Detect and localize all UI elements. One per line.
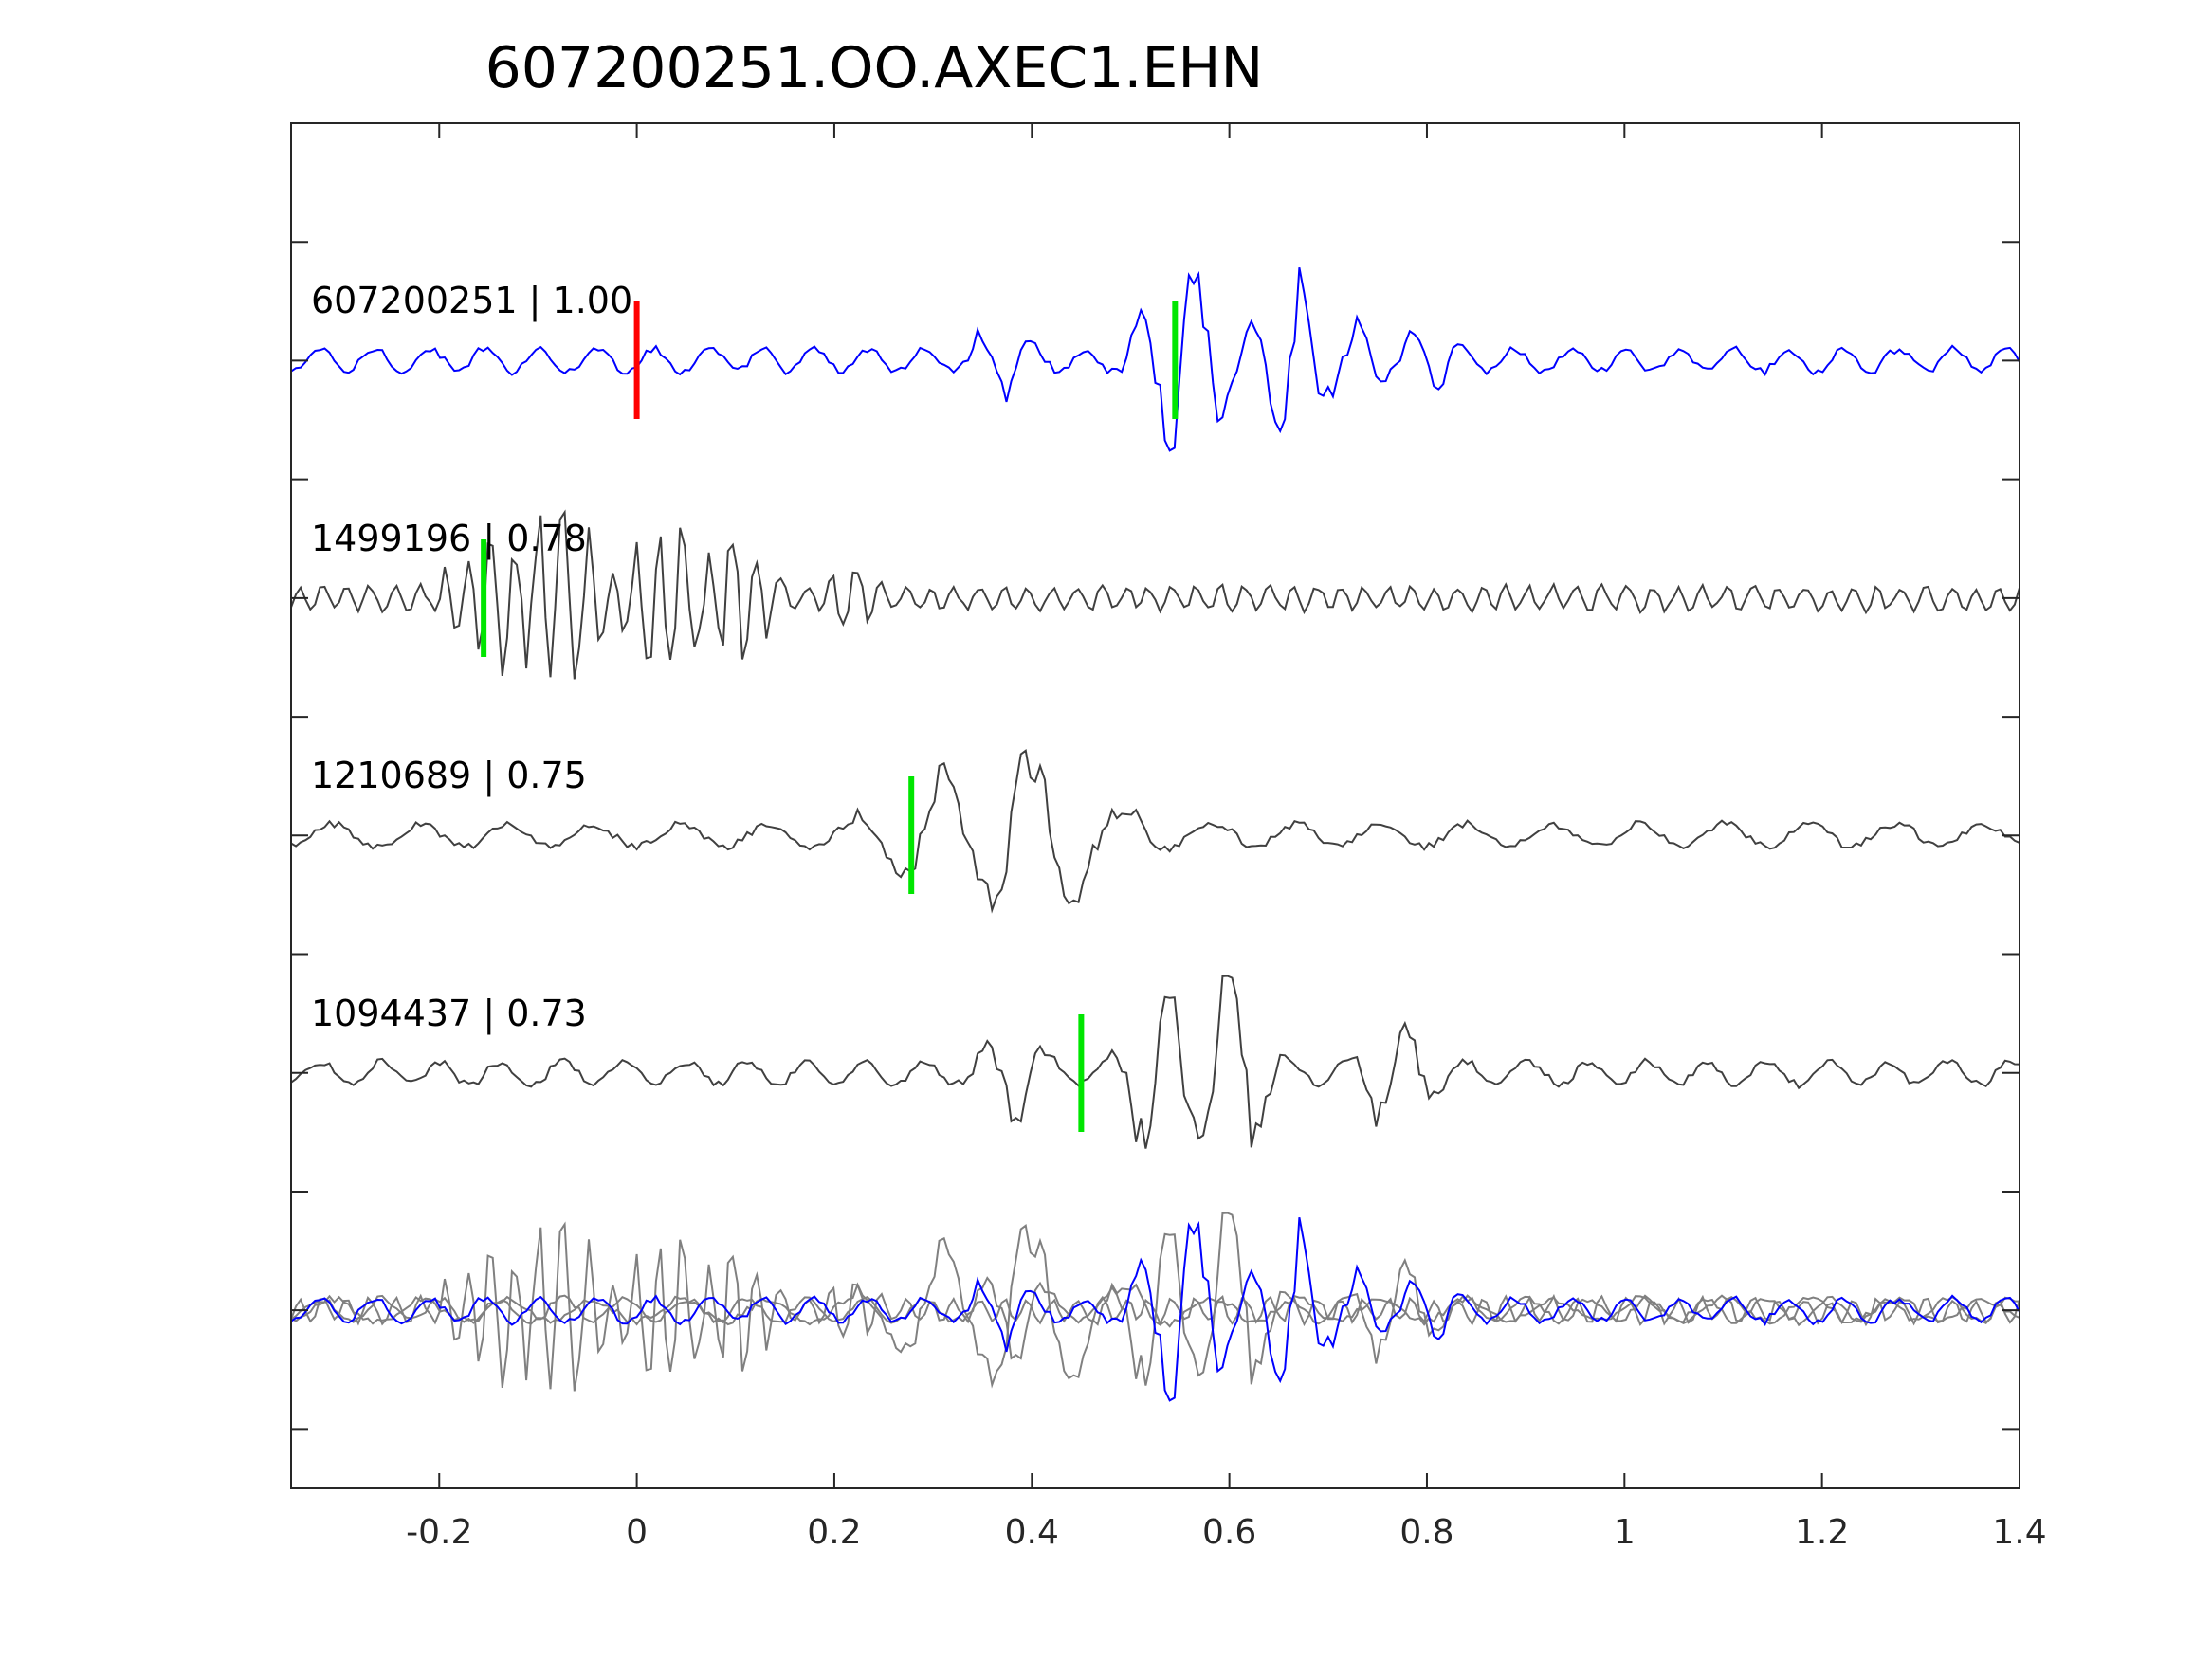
waveform-trace-2	[290, 509, 2020, 680]
axis-ticks: -0.2 0 0.2 0.4 0.6 0.8 1 1.2 1.4	[291, 123, 2047, 1552]
waveform-trace-1	[290, 267, 2020, 452]
trace-label-3: 1210689 | 0.75	[311, 755, 587, 797]
x-tick-label: 1.2	[1795, 1513, 1849, 1552]
stack-trace-reference	[290, 1217, 2020, 1402]
x-tick-label: 0.2	[807, 1513, 861, 1552]
x-tick-label: 0	[626, 1513, 648, 1552]
waveform-trace-4	[290, 975, 2020, 1149]
picks-layer	[481, 301, 1179, 1132]
trace-label-4: 1094437 | 0.73	[311, 993, 587, 1035]
axes-box	[290, 122, 2020, 1489]
trace-labels: 607200251 | 1.00 1499196 | 0.78 1210689 | …	[311, 280, 632, 1035]
x-tick-label: 0.6	[1202, 1513, 1256, 1552]
x-tick-label: 0.8	[1399, 1513, 1453, 1552]
trace-label-2: 1499196 | 0.78	[311, 518, 587, 560]
stack-trace-3	[290, 1212, 2020, 1386]
x-tick-label: -0.2	[406, 1513, 472, 1552]
chart-title: 607200251.OO.AXEC1.EHN	[485, 35, 1264, 101]
x-tick-label: 0.4	[1005, 1513, 1059, 1552]
x-tick-label: 1	[1614, 1513, 1636, 1552]
x-tick-label: 1.4	[1992, 1513, 2046, 1552]
trace-label-1: 607200251 | 1.00	[311, 280, 632, 322]
traces-layer	[290, 267, 2020, 1402]
waveform-trace-3	[290, 749, 2020, 914]
